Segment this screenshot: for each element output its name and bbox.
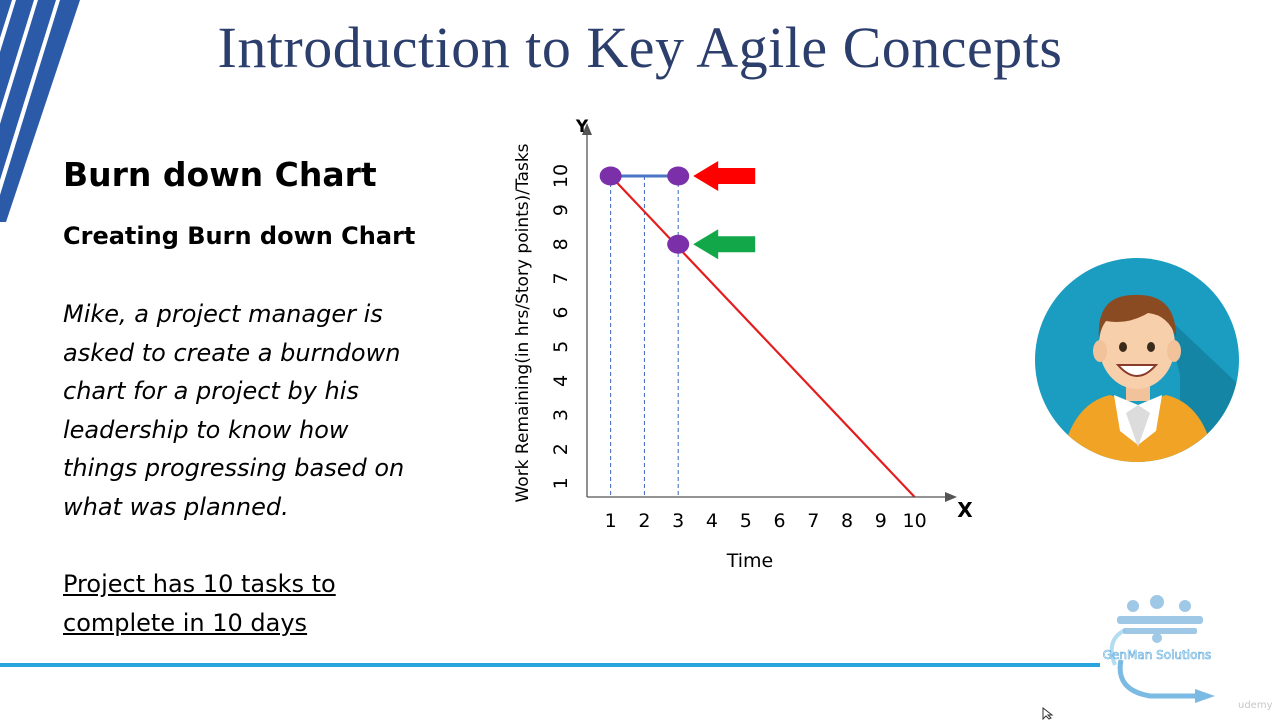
genman-logo: GenMan Solutions: [1102, 595, 1215, 703]
story-line: what was planned.: [63, 492, 289, 521]
project-note: Project has 10 tasks to complete in 10 d…: [63, 565, 336, 643]
udemy-watermark: udemy: [1238, 700, 1273, 711]
y-tick-label: 10: [550, 164, 572, 188]
guide-lines: [610, 175, 679, 497]
chart-series: [609, 174, 916, 498]
y-tick-label: 3: [550, 409, 572, 421]
story-line: Mike, a project manager is: [63, 300, 383, 328]
note-line: complete in 10 days: [63, 609, 308, 637]
story-line: things progressing based on: [63, 454, 405, 482]
story-line: asked to create a burndown: [63, 338, 401, 367]
story-paragraph: Mike, a project manager is asked to crea…: [63, 295, 463, 526]
x-axis-label: Time: [726, 550, 774, 572]
slide-title: Introduction to Key Agile Concepts: [217, 15, 1063, 80]
data-point: [667, 166, 690, 186]
logo-text: GenMan Solutions: [1103, 648, 1212, 662]
section-heading: Burn down Chart: [63, 155, 377, 194]
footer-rule: [0, 663, 1100, 667]
x-tick-label: 2: [638, 510, 650, 532]
data-point: [599, 166, 622, 186]
y-axis-label: Work Remaining(in hrs/Story points)/Task…: [513, 143, 533, 502]
manager-avatar: [1035, 258, 1239, 462]
x-tick-label: 10: [903, 510, 927, 532]
x-axis-letter: X: [957, 498, 973, 522]
y-tick-label: 1: [550, 477, 572, 489]
mouse-cursor-icon: [1042, 707, 1054, 720]
x-tick-label: 8: [841, 510, 853, 532]
note-line: Project has 10 tasks to: [63, 570, 336, 598]
green-arrow-icon: [693, 229, 756, 260]
y-tick-label: 8: [550, 238, 572, 250]
y-tick-label: 7: [550, 272, 572, 284]
y-tick-label: 4: [550, 375, 572, 387]
ideal-burndown-line: [609, 175, 916, 498]
x-tick-label: 7: [807, 510, 819, 532]
y-tick-label: 5: [550, 341, 572, 353]
story-line: leadership to know how: [63, 415, 349, 444]
y-tick-label: 9: [550, 204, 572, 216]
x-tick-label: 1: [605, 510, 617, 532]
chart-arrows: [693, 160, 756, 260]
x-tick-label: 4: [706, 510, 718, 532]
data-point: [667, 234, 690, 254]
y-tick-label: 2: [550, 443, 572, 455]
y-axis-letter: Y: [575, 117, 589, 137]
chart-axes: [582, 123, 957, 502]
x-tick-label: 5: [740, 510, 752, 532]
chart-points: [599, 166, 690, 254]
x-tick-label: 6: [773, 510, 785, 532]
y-tick-label: 6: [550, 307, 572, 319]
x-tick-label: 3: [672, 510, 684, 532]
story-line: chart for a project by his: [63, 377, 359, 405]
decorative-stripes: [0, 0, 80, 222]
x-tick-label: 9: [875, 510, 887, 532]
x-axis-arrowhead: [945, 492, 957, 502]
section-subheading: Creating Burn down Chart: [63, 222, 416, 250]
red-arrow-icon: [693, 160, 756, 191]
y-axis-arrowhead: [582, 123, 592, 135]
